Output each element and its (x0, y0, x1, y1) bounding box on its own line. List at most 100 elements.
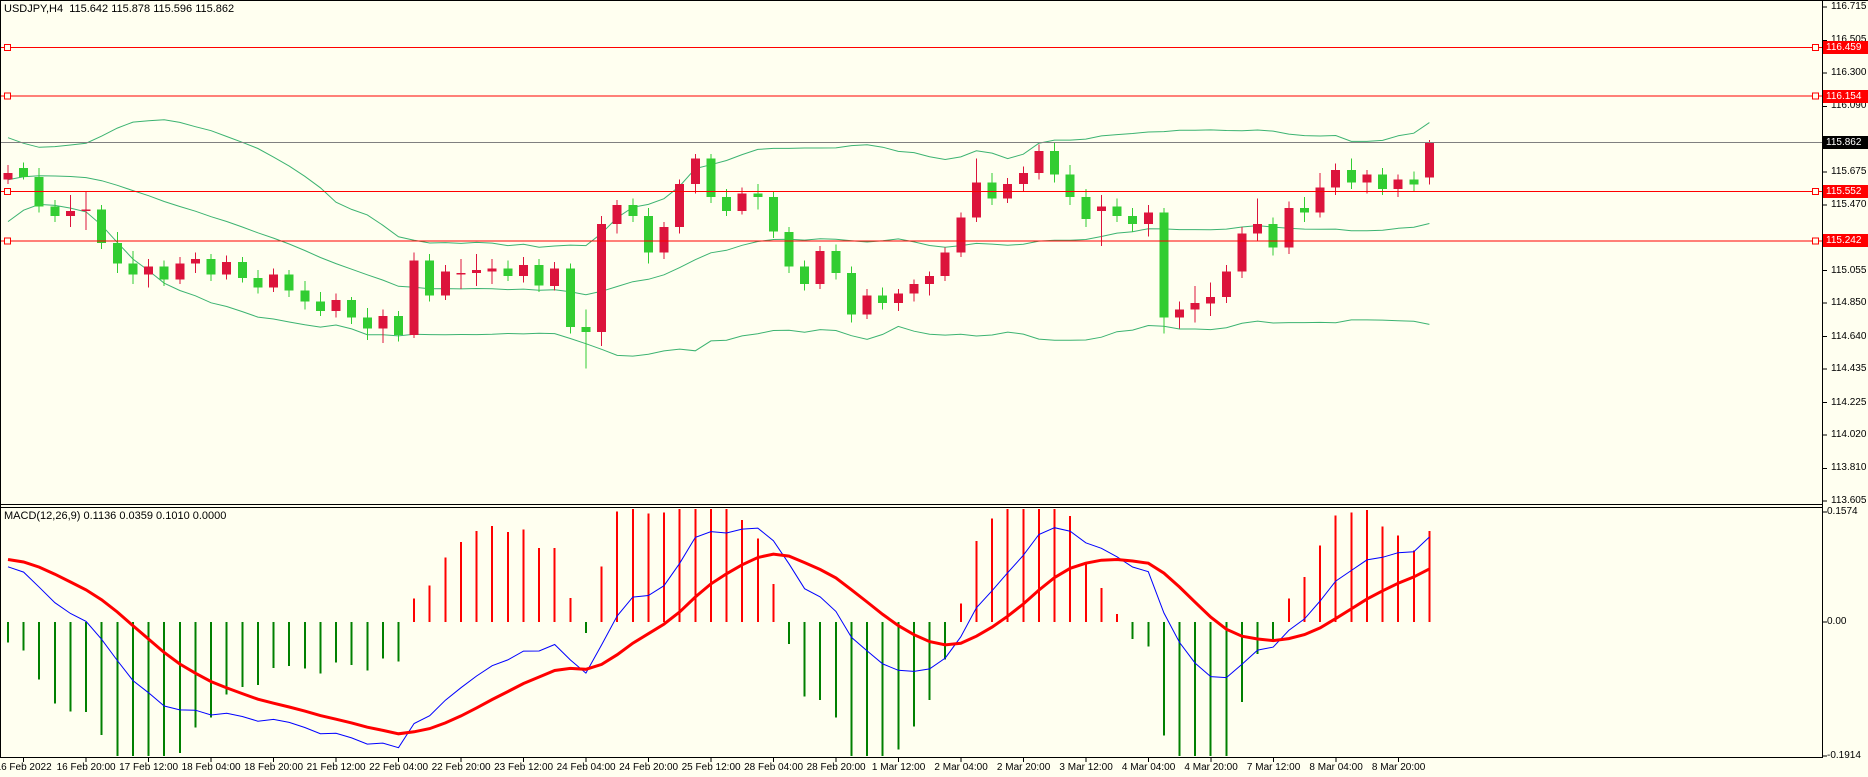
line-drag-handle[interactable] (4, 188, 11, 196)
macd-histogram-bar (600, 566, 603, 622)
price-tick-label: 114.850 (1831, 297, 1867, 309)
price-tick-label: 114.020 (1831, 429, 1867, 441)
macd-histogram-bar (444, 557, 447, 622)
bull-candle (472, 269, 482, 274)
bull-candle (659, 227, 669, 253)
bull-candle (1018, 173, 1028, 185)
macd-histogram-bar (834, 622, 837, 718)
macd-histogram-bar (663, 512, 665, 622)
macd-histogram-bar (491, 525, 494, 622)
macd-histogram-bar (647, 513, 650, 622)
line-drag-handle[interactable] (1812, 237, 1819, 245)
macd-line (7, 527, 1430, 749)
macd-histogram-bar (897, 622, 900, 750)
macd-histogram-bar (975, 541, 978, 622)
macd-histogram-bar (1037, 509, 1040, 622)
line-price-badge: 115.242 (1823, 234, 1868, 248)
macd-histogram-bar (694, 509, 697, 622)
macd-histogram-bar (1162, 622, 1165, 736)
bear-candle (768, 196, 778, 232)
macd-histogram-bar (850, 622, 853, 756)
macd-histogram-bar (256, 622, 259, 685)
macd-histogram-bar (319, 622, 322, 674)
bull-candle (378, 315, 388, 329)
macd-histogram-bar (1131, 622, 1134, 639)
bear-candle (1300, 207, 1309, 213)
bull-candle (971, 182, 981, 218)
bear-candle (722, 196, 731, 212)
line-drag-handle[interactable] (4, 237, 11, 245)
bull-candle (1190, 303, 1200, 310)
macd-indicator-label: MACD(12,26,9) 0.1136 0.0359 0.1010 0.000… (4, 510, 227, 522)
bear-candle (1112, 206, 1122, 216)
time-tick-label: 23 Feb 12:00 (494, 762, 554, 773)
bear-candle (565, 268, 575, 328)
macd-histogram-bar (803, 622, 806, 697)
time-tick-label: 17 Feb 12:00 (119, 762, 179, 773)
macd-histogram-bar (288, 622, 291, 666)
bull-candle (925, 276, 935, 285)
bull-candle (1362, 174, 1372, 183)
line-drag-handle[interactable] (1812, 92, 1819, 100)
bull-candle (612, 204, 622, 224)
macd-histogram-bar (381, 622, 384, 659)
macd-histogram-bar (1381, 526, 1384, 622)
line-drag-handle[interactable] (1812, 44, 1819, 52)
time-tick-label: 4 Mar 04:00 (1121, 762, 1176, 773)
bull-candle (1253, 223, 1263, 234)
bear-candle (1268, 223, 1278, 248)
bear-candle (97, 209, 107, 243)
bear-candle (706, 158, 716, 197)
macd-histogram-bar (881, 622, 884, 756)
macd-histogram-bar (7, 622, 9, 643)
line-drag-handle[interactable] (4, 44, 11, 52)
bull-candle (1221, 271, 1231, 297)
macd-histogram-bar (1428, 531, 1431, 622)
macd-histogram-bar (397, 622, 400, 662)
time-tick-label: 8 Mar 04:00 (1309, 762, 1363, 773)
bear-candle (534, 265, 544, 286)
symbol-ohlc-label: USDJPY,H4 115.642 115.878 115.596 115.86… (4, 3, 235, 15)
bear-candle (19, 168, 29, 177)
bear-candle (503, 268, 513, 277)
bull-candle (331, 300, 341, 312)
bear-candle (1050, 150, 1059, 175)
macd-histogram-bar (1272, 622, 1275, 641)
macd-tick-label: 0.1574 (1827, 506, 1858, 517)
time-tick-label: 21 Feb 12:00 (306, 762, 366, 773)
macd-histogram-bar (991, 518, 994, 622)
bear-candle (847, 273, 856, 315)
bull-candle (409, 260, 419, 336)
macd-histogram-bar (1006, 509, 1009, 622)
bear-candle (50, 206, 60, 216)
macd-histogram-bar (38, 622, 41, 680)
bear-candle (643, 215, 653, 253)
macd-histogram-bar (584, 622, 587, 633)
bear-candle (800, 266, 810, 285)
macd-histogram-bar (506, 531, 509, 622)
line-drag-handle[interactable] (4, 92, 11, 100)
macd-histogram-bar (1334, 515, 1337, 622)
macd-histogram-bar (132, 622, 134, 756)
macd-histogram-bar (1319, 545, 1322, 622)
bull-candle (1096, 206, 1106, 212)
macd-histogram-bar (1365, 510, 1368, 622)
macd-histogram-bar (709, 509, 712, 622)
bull-candle (893, 293, 903, 304)
bear-candle (112, 242, 122, 264)
macd-histogram-bar (163, 622, 166, 756)
time-tick-label: 7 Mar 12:00 (1246, 762, 1301, 773)
macd-histogram-bar (350, 622, 353, 665)
bull-candle (597, 223, 607, 332)
bull-candle (862, 295, 872, 315)
bull-candle (690, 158, 700, 185)
line-drag-handle[interactable] (1812, 188, 1819, 196)
time-tick-label: 1 Mar 12:00 (871, 762, 926, 773)
macd-histogram-bar (678, 509, 681, 622)
time-tick-label: 16 Feb 20:00 (56, 762, 116, 773)
macd-tick-label: 0.00 (1827, 615, 1847, 627)
macd-histogram-bar (631, 509, 634, 622)
